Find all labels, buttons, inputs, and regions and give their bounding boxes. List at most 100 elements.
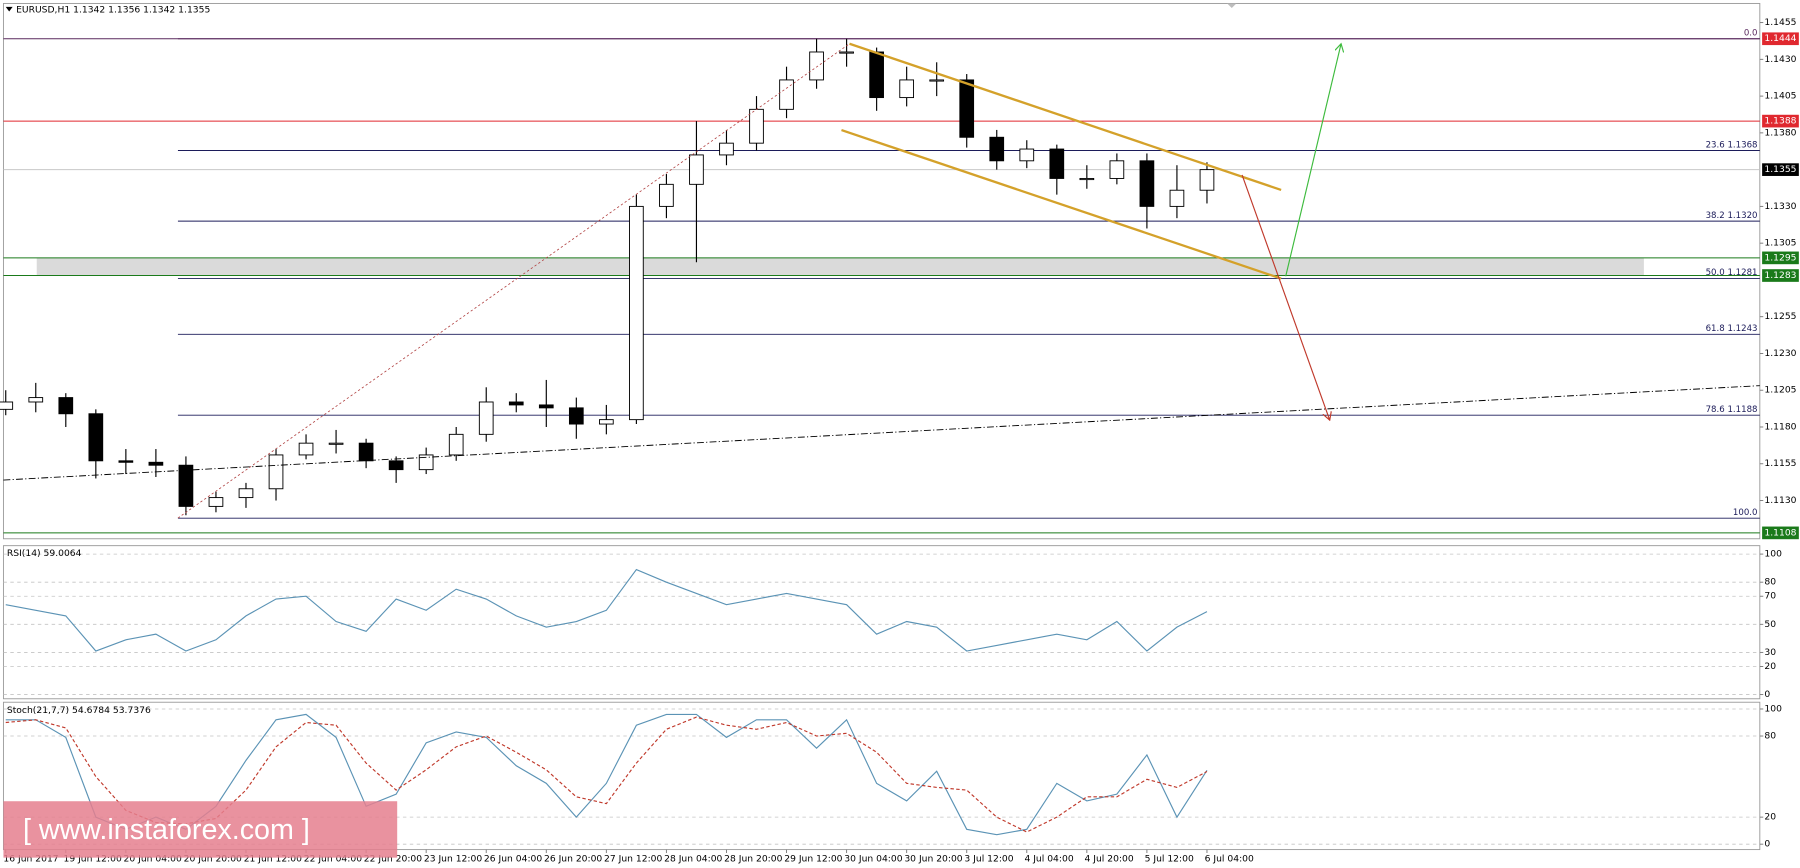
menu-triangle (5, 6, 13, 12)
y-tick-label: 1.1130 (1764, 495, 1796, 506)
y-tick-label: 1.1305 (1764, 238, 1796, 249)
main-panel (2, 2, 1761, 540)
candle-body (779, 79, 794, 110)
x-tick-label: 16 Jun 2017 (3, 853, 58, 864)
fibo-label: 61.8 1.1243 (1706, 324, 1758, 334)
y-tick-label: 1.1430 (1764, 54, 1796, 65)
price-box (1762, 251, 1799, 265)
y-tick-label: 1.1205 (1764, 385, 1796, 396)
x-tick-label: 28 Jun 04:00 (664, 853, 722, 864)
candle-body (659, 183, 674, 207)
y-tick-label: 20 (1764, 812, 1776, 823)
x-tick-label: 20 Jun 20:00 (184, 853, 242, 864)
price-box-label: 1.1444 (1764, 33, 1796, 44)
candle-body (358, 442, 374, 462)
candle-body (629, 205, 644, 421)
candle-body (929, 79, 945, 82)
price-box (1762, 526, 1799, 540)
bullish-arrow (1285, 45, 1341, 277)
fibo-label: 0.0 (1744, 28, 1758, 38)
labels-layer: 1.1455 1.1430 1.1405 1.1380 1.1330 1.1305 1.12… (3, 17, 1799, 864)
candle-body (208, 497, 224, 507)
candle-body (28, 397, 44, 403)
candle-body (959, 79, 975, 138)
candle-body (58, 397, 74, 415)
marks-layer (0, 38, 1215, 836)
x-tick-label: 30 Jun 20:00 (904, 853, 962, 864)
y-tick-label: 100 (1764, 549, 1782, 560)
x-tick-label: 26 Jun 20:00 (544, 853, 602, 864)
candle-body (1199, 169, 1215, 191)
indicator-line (5, 716, 1208, 833)
channel-upper (849, 42, 1282, 192)
price-box-label: 1.1355 (1764, 164, 1796, 175)
candle-body (88, 413, 104, 462)
candle-body (869, 51, 884, 99)
candle-body (1079, 177, 1095, 181)
fibo-label: 50.0 1.1281 (1706, 268, 1758, 278)
rsi-panel (2, 545, 1761, 700)
shift-marker (1227, 3, 1237, 9)
candle-body (328, 442, 344, 445)
candle-body (538, 404, 554, 409)
y-tick-label: 80 (1764, 731, 1776, 742)
indicator-line (5, 568, 1208, 652)
fibo-baseline (177, 43, 850, 519)
x-tick-label: 20 Jun 04:00 (124, 853, 182, 864)
y-tick-label: 100 (1764, 703, 1782, 714)
y-tick-label: 1.1380 (1764, 127, 1796, 138)
candle-body (1049, 148, 1065, 179)
candle-body (0, 401, 14, 410)
x-tick-label: 29 Jun 12:00 (784, 853, 842, 864)
y-tick-label: 30 (1764, 647, 1776, 658)
x-tick-label: 5 Jul 12:00 (1145, 853, 1194, 864)
candle-body (809, 51, 824, 81)
candle-body (719, 142, 734, 156)
candle-body (418, 454, 434, 471)
channel-lower (841, 128, 1282, 280)
fibo-label: 38.2 1.1320 (1706, 211, 1758, 221)
candle-body (388, 460, 404, 471)
y-tick-label: 70 (1764, 591, 1776, 602)
x-tick-label: 4 Jul 04:00 (1024, 853, 1073, 864)
candle-body (448, 433, 464, 456)
fibo-label: 78.6 1.1188 (1706, 405, 1758, 415)
panel-title: RSI(14) 59.0064 (7, 548, 82, 559)
candle-body (899, 79, 915, 99)
candle-body (1139, 160, 1155, 207)
trend-line (3, 385, 1760, 481)
watermark-box (3, 801, 398, 858)
x-tick-label: 3 Jul 12:00 (964, 853, 1013, 864)
price-box (1762, 32, 1799, 46)
background-layer (3, 38, 1760, 845)
candle-body (148, 461, 164, 466)
price-box (1762, 269, 1799, 282)
bearish-arrow (1241, 174, 1329, 419)
price-box-label: 1.1108 (1764, 527, 1796, 538)
chart-title: EURUSD,H1 1.1342 1.1356 1.1342 1.1355 (16, 4, 210, 15)
price-box-label: 1.1295 (1764, 252, 1796, 263)
x-tick-label: 28 Jun 20:00 (724, 853, 782, 864)
x-tick-label: 21 Jun 12:00 (244, 853, 302, 864)
candle-body (1169, 189, 1185, 207)
x-tick-label: 6 Jul 04:00 (1205, 853, 1254, 864)
candle-body (839, 51, 854, 54)
y-tick-label: 1.1180 (1764, 421, 1796, 432)
price-box-label: 1.1283 (1764, 270, 1796, 281)
x-tick-label: 30 Jun 04:00 (844, 853, 902, 864)
y-tick-label: 50 (1764, 619, 1776, 630)
candle-body (268, 454, 284, 490)
y-tick-label: 1.1230 (1764, 348, 1796, 359)
y-tick-label: 80 (1764, 577, 1776, 588)
candle-body (478, 401, 494, 435)
support-zone (36, 257, 1644, 276)
candle-body (1019, 148, 1035, 162)
candle-body (989, 136, 1005, 162)
candle-body (298, 442, 314, 456)
x-tick-label: 27 Jun 12:00 (604, 853, 662, 864)
candle-body (508, 401, 524, 406)
watermark: [ www.instaforex.com ] (3, 801, 398, 858)
